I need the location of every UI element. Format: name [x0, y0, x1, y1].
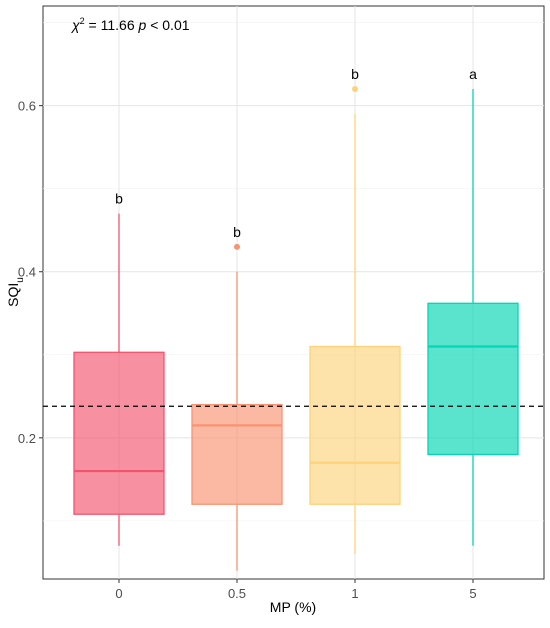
- x-tick-label: 1: [351, 586, 358, 601]
- box-5: [427, 89, 519, 546]
- y-axis-label: SQIu: [5, 277, 26, 307]
- significance-letter: b: [115, 191, 123, 207]
- chi-square-annotation: χ2 = 11.66 p < 0.01: [70, 16, 190, 33]
- significance-letters: b b b a: [115, 66, 477, 240]
- x-axis-label: MP (%): [270, 599, 316, 615]
- y-tick-label: 0.2: [18, 431, 36, 446]
- box-iqr: [191, 403, 283, 505]
- box-iqr: [309, 345, 401, 505]
- box-1: [309, 86, 401, 555]
- box-iqr: [427, 302, 519, 456]
- outlier-point: [352, 86, 358, 93]
- x-tick-label: 0.5: [228, 586, 246, 601]
- significance-letter: b: [351, 66, 359, 82]
- box-iqr: [73, 351, 165, 515]
- y-tick-label: 0.4: [18, 265, 36, 280]
- y-tick-label: 0.6: [18, 99, 36, 114]
- x-tick-label: 0: [115, 586, 122, 601]
- x-axis-ticks: 0 0.5 1 5: [115, 579, 477, 601]
- boxes: [73, 86, 519, 571]
- y-axis-ticks: 0.2 0.4 0.6: [18, 99, 43, 446]
- significance-letter: b: [233, 224, 241, 240]
- box-0: [73, 213, 165, 546]
- x-tick-label: 5: [469, 586, 476, 601]
- box-0.5: [191, 243, 283, 571]
- outlier-point: [234, 243, 240, 250]
- significance-letter: a: [469, 66, 477, 82]
